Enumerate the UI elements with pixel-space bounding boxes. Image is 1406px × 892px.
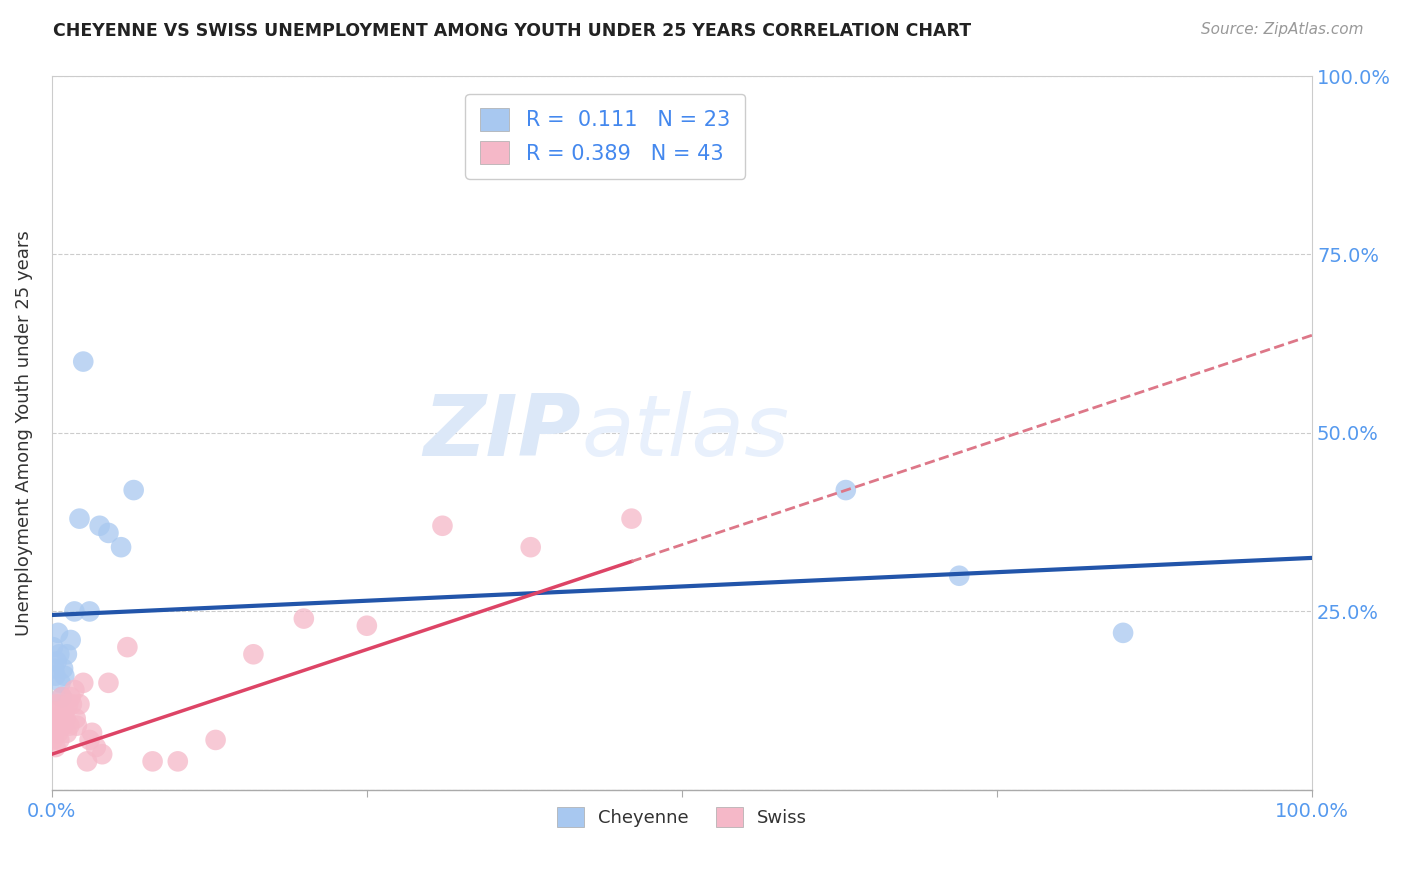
Point <box>519 540 541 554</box>
Point <box>60 698 83 712</box>
Point <box>49 676 72 690</box>
Point <box>53 669 76 683</box>
Text: Source: ZipAtlas.com: Source: ZipAtlas.com <box>1201 22 1364 37</box>
Point <box>48 647 70 661</box>
Point <box>1112 625 1135 640</box>
Point <box>63 604 86 618</box>
Point <box>56 647 79 661</box>
Point <box>46 705 69 719</box>
Point <box>110 540 132 554</box>
Point <box>51 712 73 726</box>
Point <box>46 625 69 640</box>
Point <box>51 690 73 705</box>
Point <box>59 690 82 705</box>
Text: atlas: atlas <box>581 392 789 475</box>
Point <box>42 712 65 726</box>
Point <box>44 661 66 675</box>
Point <box>242 647 264 661</box>
Point <box>66 719 89 733</box>
Point <box>117 640 139 654</box>
Point <box>44 719 66 733</box>
Point <box>97 525 120 540</box>
Point <box>76 755 98 769</box>
Point <box>52 661 75 675</box>
Point <box>292 611 315 625</box>
Point <box>89 518 111 533</box>
Point <box>49 719 72 733</box>
Point <box>948 568 970 582</box>
Point <box>56 698 79 712</box>
Point <box>620 511 643 525</box>
Point <box>79 604 101 618</box>
Point <box>44 669 66 683</box>
Point <box>52 719 75 733</box>
Point <box>91 747 114 762</box>
Point <box>84 740 107 755</box>
Point <box>55 712 77 726</box>
Point <box>44 726 66 740</box>
Point <box>59 632 82 647</box>
Y-axis label: Unemployment Among Youth under 25 years: Unemployment Among Youth under 25 years <box>15 230 32 636</box>
Point <box>142 755 165 769</box>
Point <box>63 683 86 698</box>
Point <box>835 483 858 497</box>
Point <box>53 705 76 719</box>
Point <box>65 712 87 726</box>
Point <box>58 719 80 733</box>
Point <box>79 733 101 747</box>
Point <box>42 640 65 654</box>
Point <box>44 705 66 719</box>
Point <box>69 511 91 525</box>
Point <box>80 726 103 740</box>
Point <box>356 618 378 632</box>
Point <box>122 483 145 497</box>
Point <box>51 690 73 705</box>
Point <box>69 698 91 712</box>
Point <box>97 676 120 690</box>
Point <box>46 726 69 740</box>
Text: ZIP: ZIP <box>423 392 581 475</box>
Point <box>204 733 226 747</box>
Point <box>48 733 70 747</box>
Point <box>42 733 65 747</box>
Point <box>72 676 94 690</box>
Point <box>166 755 188 769</box>
Legend: Cheyenne, Swiss: Cheyenne, Swiss <box>550 800 814 834</box>
Point <box>432 518 454 533</box>
Point <box>56 726 79 740</box>
Point <box>44 740 66 755</box>
Point <box>45 698 67 712</box>
Point <box>72 354 94 368</box>
Point <box>45 712 67 726</box>
Point <box>45 654 67 668</box>
Text: CHEYENNE VS SWISS UNEMPLOYMENT AMONG YOUTH UNDER 25 YEARS CORRELATION CHART: CHEYENNE VS SWISS UNEMPLOYMENT AMONG YOU… <box>53 22 972 40</box>
